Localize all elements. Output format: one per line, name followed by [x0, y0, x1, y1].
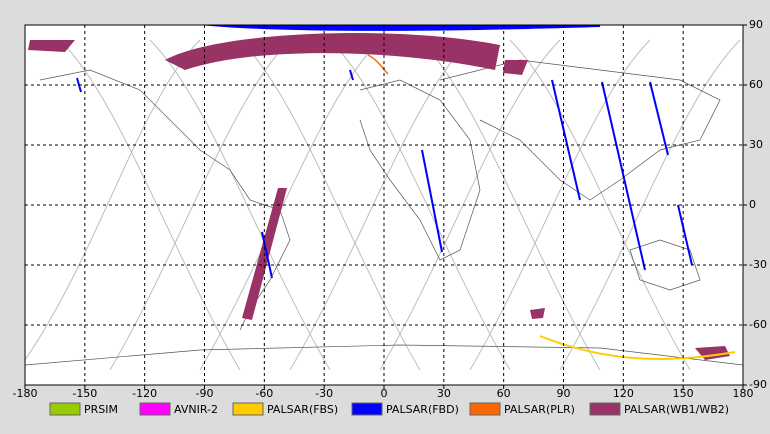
x-tick-label: -120 [132, 387, 157, 400]
y-tick-label: 60 [749, 78, 763, 91]
x-tick-label: 0 [381, 387, 388, 400]
legend-swatch [351, 402, 383, 416]
y-tick-label: 30 [749, 138, 763, 151]
x-tick-label: 60 [497, 387, 511, 400]
x-tick-label: 180 [733, 387, 754, 400]
legend-label: PALSAR(WB1/WB2) [624, 403, 729, 416]
x-tick-label: 30 [437, 387, 451, 400]
x-tick-label: 150 [673, 387, 694, 400]
legend-label: PALSAR(FBS) [267, 403, 338, 416]
x-tick-label: -30 [315, 387, 333, 400]
legend: PRSIM AVNIR-2 PALSAR(FBS) PALSAR(FBD) PALSAR… [49, 402, 729, 416]
x-tick-label: -180 [13, 387, 38, 400]
x-tick-label: -150 [72, 387, 97, 400]
y-tick-label: 0 [749, 198, 756, 211]
y-tick-label: 90 [749, 18, 763, 31]
y-tick-label: -60 [749, 318, 767, 331]
legend-label: AVNIR-2 [174, 403, 218, 416]
legend-swatch [139, 402, 171, 416]
grid: -180 -150 -120 -90 -60 -30 0 30 60 90 120 150 180 90 6… [13, 18, 767, 400]
legend-swatch [589, 402, 621, 416]
legend-swatch [469, 402, 501, 416]
y-tick-label: -90 [749, 378, 767, 391]
y-tick-label: -30 [749, 258, 767, 271]
x-tick-label: -60 [255, 387, 273, 400]
x-tick-label: 90 [557, 387, 571, 400]
x-tick-label: -90 [196, 387, 214, 400]
legend-label: PRSIM [84, 403, 118, 416]
coverage-swaths [28, 25, 736, 360]
plot-frame [24, 24, 744, 386]
legend-swatch [49, 402, 81, 416]
legend-label: PALSAR(FBD) [386, 403, 459, 416]
legend-label: PALSAR(PLR) [504, 403, 575, 416]
x-tick-label: 120 [613, 387, 634, 400]
legend-swatch [232, 402, 264, 416]
